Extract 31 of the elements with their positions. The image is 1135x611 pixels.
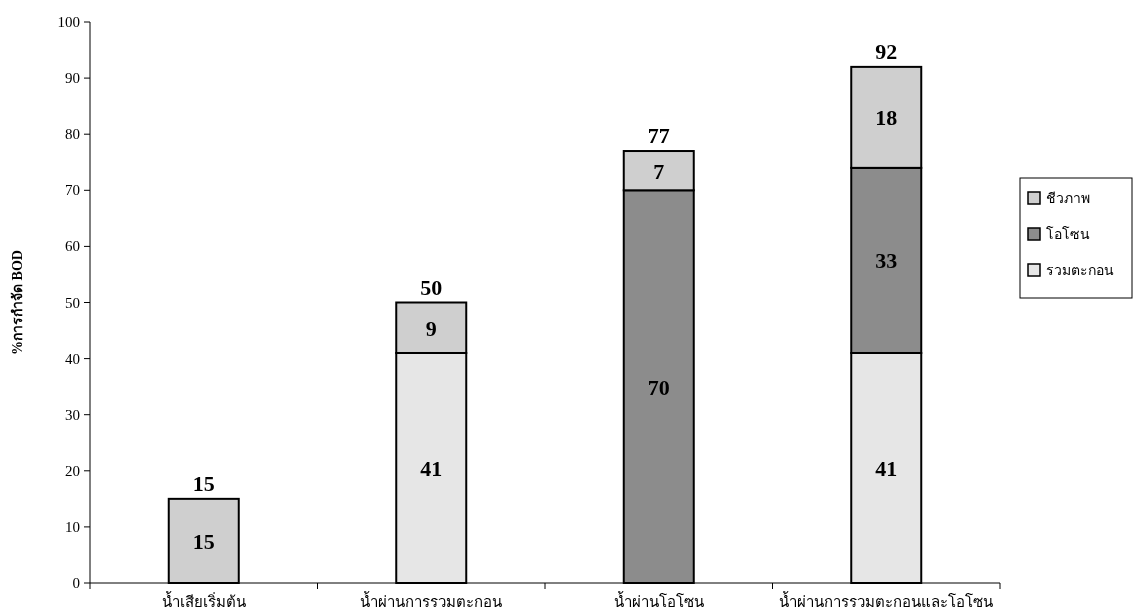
y-tick-label: 40 (65, 350, 80, 367)
x-tick-label: น้ำผ่านการรวมตะกอนและโอโซน (779, 591, 994, 610)
y-tick-label: 80 (65, 126, 80, 143)
legend-label: โอโซน (1046, 226, 1090, 242)
data-label: 9 (425, 315, 437, 341)
data-label: 18 (875, 105, 898, 131)
y-axis-title: %การกำจัด BOD (10, 250, 25, 355)
y-tick-label: 60 (65, 238, 80, 255)
legend-label: รวมตะกอน (1046, 263, 1114, 278)
legend-label: ชีวภาพ (1046, 191, 1090, 206)
data-label: 33 (875, 248, 898, 274)
x-tick-label: น้ำผ่านการรวมตะกอน (360, 591, 503, 610)
data-label: 70 (647, 374, 670, 400)
y-tick-label: 30 (65, 406, 80, 423)
x-tick-label: น้ำผ่านโอโซน (613, 591, 704, 610)
data-label: 41 (875, 455, 898, 481)
y-tick-label: 20 (65, 462, 80, 479)
data-label: 7 (653, 158, 665, 184)
data-label: 41 (420, 455, 443, 481)
y-tick-label: 10 (65, 518, 80, 535)
total-label: 50 (420, 274, 443, 300)
data-label: 15 (192, 528, 215, 554)
y-tick-label: 70 (65, 182, 80, 199)
total-label: 92 (875, 38, 898, 64)
y-tick-label: 100 (57, 14, 80, 30)
x-tick-label: น้ำเสียเริ่มต้น (161, 591, 246, 610)
total-label: 15 (192, 470, 215, 496)
total-label: 77 (647, 123, 670, 149)
y-tick-label: 0 (72, 575, 80, 591)
y-tick-label: 50 (65, 294, 80, 311)
y-tick-label: 90 (65, 70, 80, 87)
